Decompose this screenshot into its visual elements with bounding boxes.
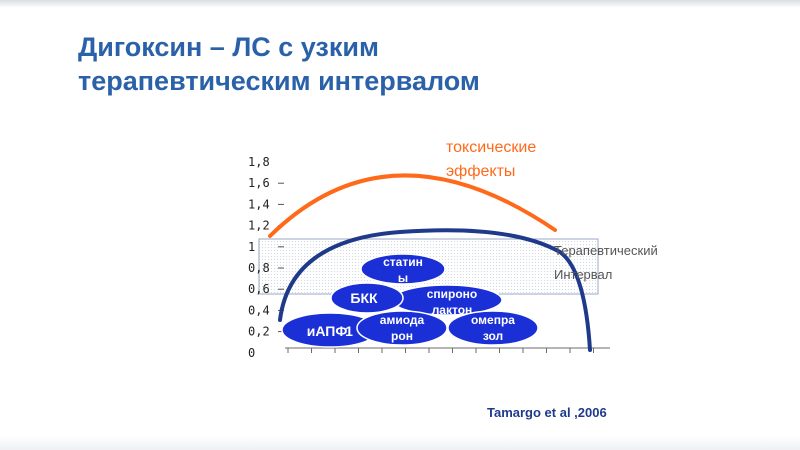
x-axis	[285, 347, 610, 353]
drug-label-omeprazole-2: зол	[483, 329, 503, 343]
drug-label-amiodarone-1: амиода	[380, 313, 425, 327]
therapeutic-interval-label-2: Интервал	[554, 267, 612, 282]
y-tick-label: 1,4	[248, 197, 270, 211]
drug-label-iapf-count: 1	[345, 323, 353, 339]
y-tick-label: 0,6	[248, 282, 270, 296]
concentration-curve	[278, 228, 592, 352]
drug-ellipse-omeprazole	[447, 310, 539, 346]
drug-label-spironolactone-1: спироно	[427, 287, 478, 301]
bottom-decor-shadow	[0, 436, 800, 450]
drug-label-statins-1: статин	[383, 255, 423, 269]
drug-ellipse-statins	[360, 253, 446, 285]
y-tick-label: 0,2	[248, 325, 270, 339]
toxic-effects-label-1: токсические	[446, 139, 536, 156]
y-tick-label: 0,4	[248, 303, 270, 317]
drug-label-omeprazole-1: омепра	[471, 313, 515, 327]
drug-label-bkk: БКК	[350, 290, 378, 306]
slide-title-line-2: терапевтическим интервалом	[78, 66, 480, 96]
drug-label-statins-2: ы	[398, 271, 408, 285]
toxic-effects-label-2: эффекты	[446, 163, 515, 180]
y-tick-label: 1	[248, 240, 255, 254]
drug-label-amiodarone-2: рон	[391, 329, 413, 343]
drug-label-spironolactone-2: лактон	[432, 303, 473, 317]
drug-label-iapf: иАПФ	[307, 323, 348, 339]
drug-ellipse-bkk	[330, 282, 404, 314]
drug-ellipse-amiodarone	[356, 310, 448, 346]
y-tick-label: 1,2	[248, 219, 270, 233]
y-axis: 1,8 1,6 1,4 1,2 1 0,8 0,6 0,4 0,2 0	[248, 155, 284, 360]
source-citation: Tamargo et al ,2006	[487, 405, 607, 420]
y-tick-label: 1,6	[248, 176, 270, 190]
top-decor-bar	[0, 0, 800, 8]
y-tick-label: 1,8	[248, 155, 270, 169]
slide-title-line-1: Дигоксин – ЛС с узким	[78, 32, 379, 62]
drug-interactions: иАПФ 1 БКК статин ы спироно лактон амиод…	[281, 253, 539, 348]
slide-title: Дигоксин – ЛС с узким терапевтическим ин…	[78, 30, 758, 98]
toxic-effects-curve	[268, 173, 557, 238]
y-tick-label: 0	[248, 346, 255, 360]
therapeutic-interval-label-1: Терапевтический	[554, 243, 658, 258]
y-tick-label: 0,8	[248, 261, 270, 275]
